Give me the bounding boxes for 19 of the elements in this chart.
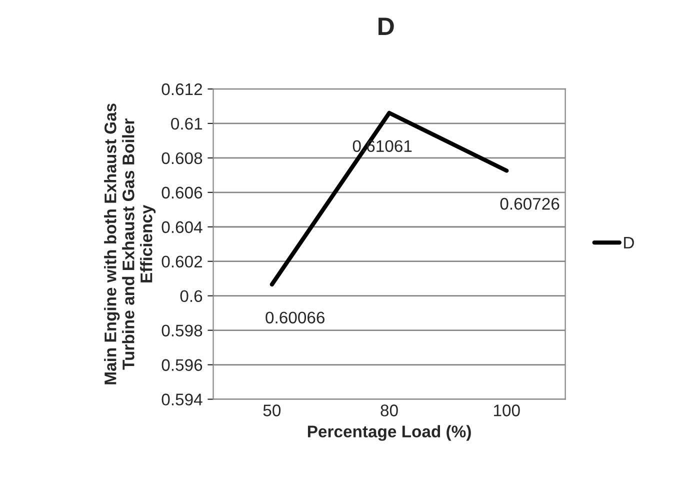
y-tick-label: 0.604 [162, 221, 202, 234]
x-axis-title: Percentage Load (%) [308, 425, 471, 441]
y-tick-label: 0.6 [180, 290, 202, 302]
y-tick-label: 0.606 [162, 186, 202, 199]
x-tick-label: 100 [494, 404, 520, 416]
legend-label: D [624, 236, 634, 248]
y-tick-label: 0.608 [162, 152, 202, 164]
data-label: 0.60066 [266, 312, 324, 324]
y-tick-label: 0.612 [162, 83, 202, 96]
y-tick-label: 0.594 [162, 394, 202, 406]
y-tick-label: 0.61 [171, 118, 202, 130]
y-axis-title: Main Engine with both Exhaust Gas Turbine and Exhaust Gas Boiler Efficiency [104, 104, 156, 384]
x-tick-label: 80 [380, 404, 398, 416]
data-label: 0.60726 [500, 198, 560, 210]
y-tick-label: 0.602 [162, 256, 202, 268]
chart-title: D [378, 18, 394, 35]
y-tick-label: 0.596 [162, 359, 202, 371]
x-tick-label: 50 [263, 404, 281, 416]
y-tick-label: 0.598 [162, 324, 202, 336]
